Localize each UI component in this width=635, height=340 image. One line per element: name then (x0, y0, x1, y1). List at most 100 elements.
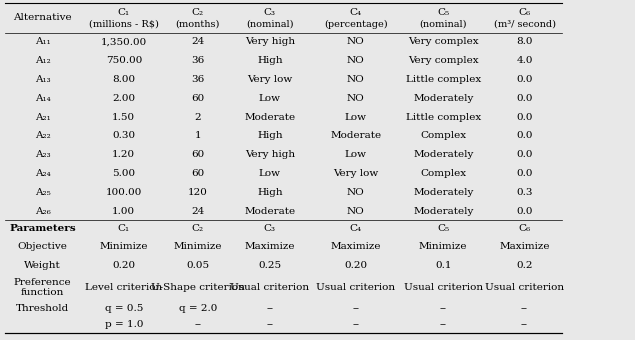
Text: (nominal): (nominal) (420, 20, 467, 29)
Text: NO: NO (347, 188, 364, 197)
Text: Little complex: Little complex (406, 75, 481, 84)
Text: A₁₃: A₁₃ (35, 75, 50, 84)
Text: 4.0: 4.0 (516, 56, 533, 65)
Text: 0.3: 0.3 (516, 188, 533, 197)
Text: 1.20: 1.20 (112, 150, 135, 159)
Text: 36: 36 (191, 75, 204, 84)
Text: --: -- (194, 320, 201, 329)
Text: q = 0.5: q = 0.5 (105, 304, 143, 313)
Text: q = 2.0: q = 2.0 (178, 304, 217, 313)
Text: Minimize: Minimize (100, 242, 148, 251)
Text: Threshold: Threshold (16, 304, 69, 313)
Text: A₂₃: A₂₃ (35, 150, 50, 159)
Text: 1.50: 1.50 (112, 113, 135, 122)
Text: 0.2: 0.2 (516, 261, 533, 270)
Text: High: High (257, 56, 283, 65)
Text: 5.00: 5.00 (112, 169, 135, 178)
Text: Very high: Very high (245, 150, 295, 159)
Text: (nominal): (nominal) (246, 20, 293, 29)
Text: C₂: C₂ (192, 224, 204, 233)
Text: Weight: Weight (24, 261, 61, 270)
Text: NO: NO (347, 94, 364, 103)
Text: Low: Low (259, 94, 281, 103)
Text: (m³/ second): (m³/ second) (493, 20, 556, 29)
Text: Very complex: Very complex (408, 56, 479, 65)
Text: Usual criterion: Usual criterion (485, 283, 564, 292)
Text: A₁₁: A₁₁ (35, 37, 50, 47)
Text: (months): (months) (176, 20, 220, 29)
Text: 2.00: 2.00 (112, 94, 135, 103)
Text: 1: 1 (194, 131, 201, 140)
Text: Very low: Very low (333, 169, 378, 178)
Text: A₂₆: A₂₆ (35, 206, 50, 216)
Text: --: -- (439, 304, 447, 313)
Text: Parameters: Parameters (10, 224, 76, 233)
Text: Moderate: Moderate (330, 131, 381, 140)
Text: Preference: Preference (14, 278, 71, 287)
Text: 0.1: 0.1 (435, 261, 451, 270)
Text: 0.05: 0.05 (186, 261, 210, 270)
Text: Low: Low (345, 150, 366, 159)
Text: 100.00: 100.00 (105, 188, 142, 197)
Text: C₅: C₅ (437, 224, 450, 233)
Text: 0.0: 0.0 (516, 75, 533, 84)
Text: C₃: C₃ (264, 8, 276, 17)
Text: High: High (257, 131, 283, 140)
Text: C₆: C₆ (518, 224, 531, 233)
Text: 0.20: 0.20 (112, 261, 135, 270)
Text: 8.00: 8.00 (112, 75, 135, 84)
Text: Moderately: Moderately (413, 188, 474, 197)
Text: Minimize: Minimize (173, 242, 222, 251)
Text: A₂₂: A₂₂ (35, 131, 50, 140)
Text: 0.30: 0.30 (112, 131, 135, 140)
Text: 1,350.00: 1,350.00 (101, 37, 147, 47)
Text: Low: Low (345, 113, 366, 122)
Text: Moderately: Moderately (413, 150, 474, 159)
Text: Moderately: Moderately (413, 94, 474, 103)
Text: Complex: Complex (420, 169, 466, 178)
Text: 24: 24 (191, 37, 204, 47)
Text: A₂₄: A₂₄ (35, 169, 50, 178)
Text: 1.00: 1.00 (112, 206, 135, 216)
Text: 0.0: 0.0 (516, 94, 533, 103)
Text: C₆: C₆ (518, 8, 531, 17)
Text: 60: 60 (191, 169, 204, 178)
Text: 24: 24 (191, 206, 204, 216)
Text: C₃: C₃ (264, 224, 276, 233)
Text: Minimize: Minimize (419, 242, 467, 251)
Text: NO: NO (347, 56, 364, 65)
Text: 0.0: 0.0 (516, 206, 533, 216)
Text: --: -- (521, 304, 528, 313)
Text: NO: NO (347, 37, 364, 47)
Text: 0.0: 0.0 (516, 113, 533, 122)
Text: Usual criterion: Usual criterion (404, 283, 483, 292)
Text: (percentage): (percentage) (324, 20, 387, 29)
Text: A₁₄: A₁₄ (35, 94, 50, 103)
Text: p = 1.0: p = 1.0 (105, 320, 143, 329)
Text: Little complex: Little complex (406, 113, 481, 122)
Text: C₅: C₅ (437, 8, 450, 17)
Text: --: -- (352, 320, 359, 329)
Text: Alternative: Alternative (13, 13, 72, 22)
Text: Maximize: Maximize (244, 242, 295, 251)
Text: 0.0: 0.0 (516, 150, 533, 159)
Text: 0.20: 0.20 (344, 261, 367, 270)
Text: Maximize: Maximize (499, 242, 550, 251)
Text: --: -- (439, 320, 447, 329)
Text: 750.00: 750.00 (105, 56, 142, 65)
Text: 120: 120 (188, 188, 208, 197)
Text: Very high: Very high (245, 37, 295, 47)
Text: Low: Low (259, 169, 281, 178)
Text: 60: 60 (191, 150, 204, 159)
Text: High: High (257, 188, 283, 197)
Text: Very complex: Very complex (408, 37, 479, 47)
Text: Maximize: Maximize (330, 242, 381, 251)
Text: NO: NO (347, 75, 364, 84)
Text: NO: NO (347, 206, 364, 216)
Text: C₂: C₂ (192, 8, 204, 17)
Text: C₁: C₁ (117, 224, 130, 233)
Text: function: function (21, 288, 64, 296)
Text: Objective: Objective (18, 242, 67, 251)
Text: --: -- (266, 304, 274, 313)
Text: 60: 60 (191, 94, 204, 103)
